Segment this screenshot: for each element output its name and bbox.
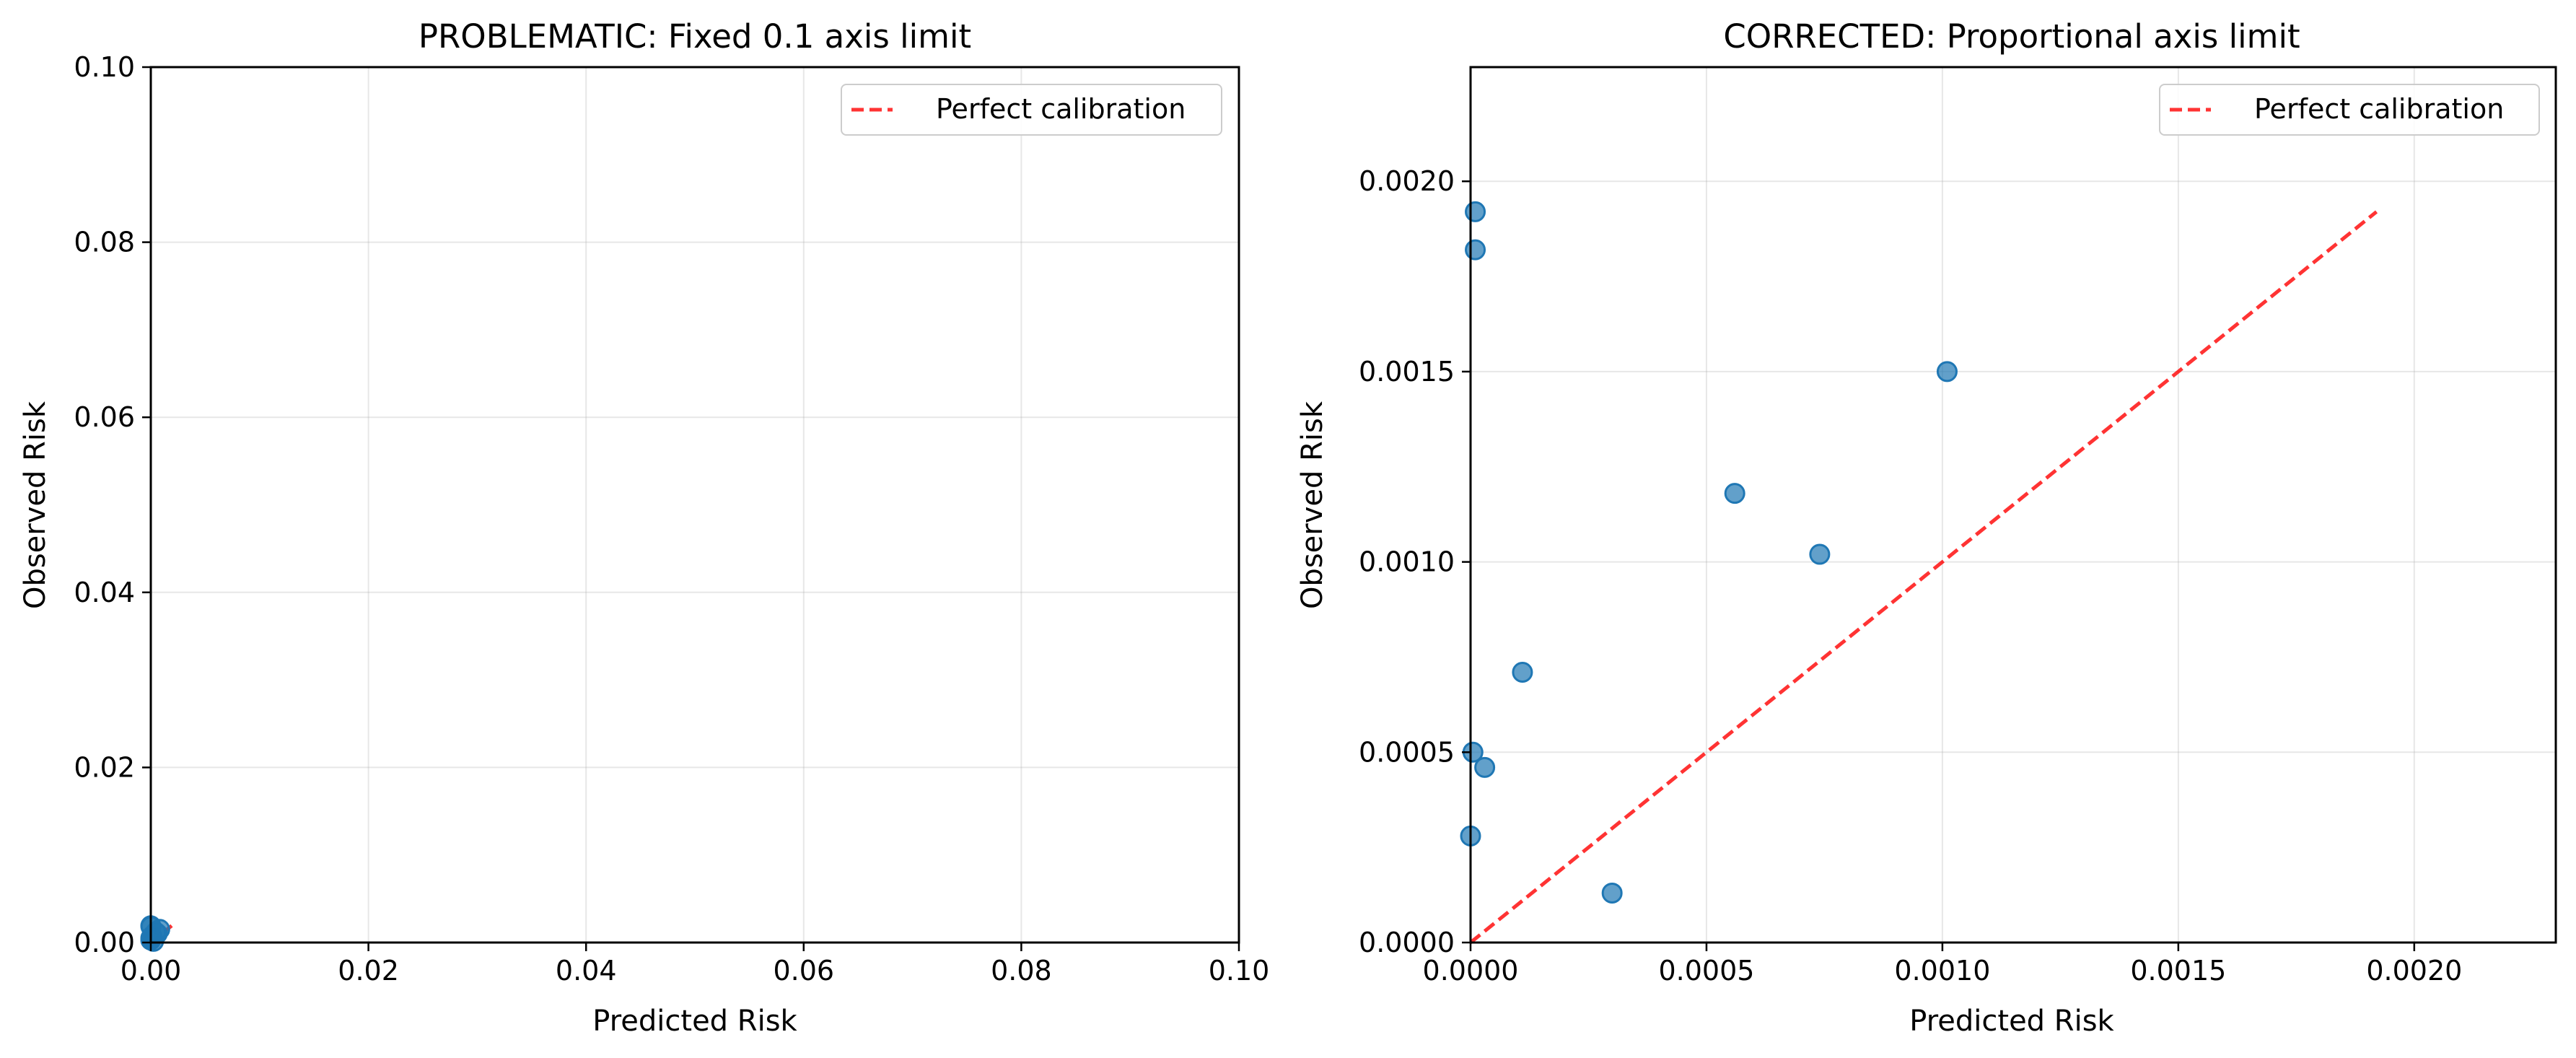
right-scatter-point (1936, 361, 1958, 382)
left-x-tick-label: 0.10 (1209, 955, 1270, 987)
right-x-tick-label: 0.0005 (1658, 955, 1754, 987)
right-legend-label: Perfect calibration (2254, 93, 2504, 125)
left-legend-label: Perfect calibration (936, 93, 1186, 125)
left-axis-ticks: 0.00 0.02 0.04 0.06 0.08 0.10 0.00 0.02 0.04 0.06… (74, 51, 1269, 987)
left-data-marks (140, 915, 173, 952)
right-y-tick-label: 0.0005 (1359, 736, 1455, 768)
left-scatter-point (143, 930, 165, 952)
right-x-axis-label: Predicted Risk (1909, 1005, 2114, 1038)
right-scatter-point (1474, 756, 1496, 778)
right-scatter-point (1465, 201, 1486, 222)
right-x-tick-label: 0.0020 (2366, 955, 2462, 987)
left-x-tick-label: 0.06 (773, 955, 834, 987)
left-chart-title: PROBLEMATIC: Fixed 0.1 axis limit (419, 17, 971, 56)
right-scatter-point (1809, 543, 1831, 565)
left-x-tick-label: 0.00 (121, 955, 182, 987)
right-x-tick-label: 0.0000 (1423, 955, 1519, 987)
left-chart-panel: PROBLEMATIC: Fixed 0.1 axis limit Predic… (19, 17, 1269, 1038)
left-y-tick-label: 0.02 (74, 751, 135, 783)
right-y-tick-label: 0.0000 (1359, 927, 1455, 958)
right-legend-box (2159, 84, 2540, 136)
right-axis-ticks: 0.0000 0.0005 0.0010 0.0015 0.0020 0.0000 0.00… (1359, 165, 2462, 987)
left-y-axis-label: Observed Risk (19, 401, 52, 609)
left-y-tick-label: 0.04 (74, 577, 135, 608)
right-scatter-point (1724, 483, 1745, 504)
right-x-tick-label: 0.0015 (2130, 955, 2226, 987)
right-y-axis-label: Observed Risk (1296, 401, 1329, 609)
right-scatter-point (1512, 662, 1533, 683)
right-legend: Perfect calibration (2159, 84, 2540, 136)
right-y-tick-label: 0.0015 (1359, 356, 1455, 388)
left-y-tick-label: 0.06 (74, 401, 135, 433)
left-y-tick-label: 0.08 (74, 227, 135, 258)
right-perfect-calibration-line (1469, 210, 2378, 944)
left-legend: Perfect calibration (841, 84, 1222, 136)
right-scatter-point (1601, 882, 1623, 904)
left-y-tick-label: 0.00 (74, 927, 135, 958)
right-chart-title: CORRECTED: Proportional axis limit (1723, 17, 2300, 56)
right-data-marks (1460, 201, 2378, 944)
left-y-tick-label: 0.10 (74, 51, 135, 83)
right-chart-panel: CORRECTED: Proportional axis limit Predi… (1296, 17, 2557, 1038)
right-plot-frame (1469, 66, 2557, 944)
right-y-tick-label: 0.0010 (1359, 546, 1455, 578)
left-plot-frame (149, 66, 1240, 944)
right-y-tick-label: 0.0020 (1359, 165, 1455, 197)
left-x-tick-label: 0.04 (556, 955, 617, 987)
left-x-tick-label: 0.08 (991, 955, 1052, 987)
left-legend-box (841, 84, 1222, 136)
right-scatter-point (1465, 239, 1486, 261)
left-x-axis-label: Predicted Risk (592, 1005, 797, 1038)
left-x-tick-label: 0.02 (338, 955, 399, 987)
right-x-tick-label: 0.0010 (1894, 955, 1990, 987)
left-grid (150, 66, 1240, 943)
